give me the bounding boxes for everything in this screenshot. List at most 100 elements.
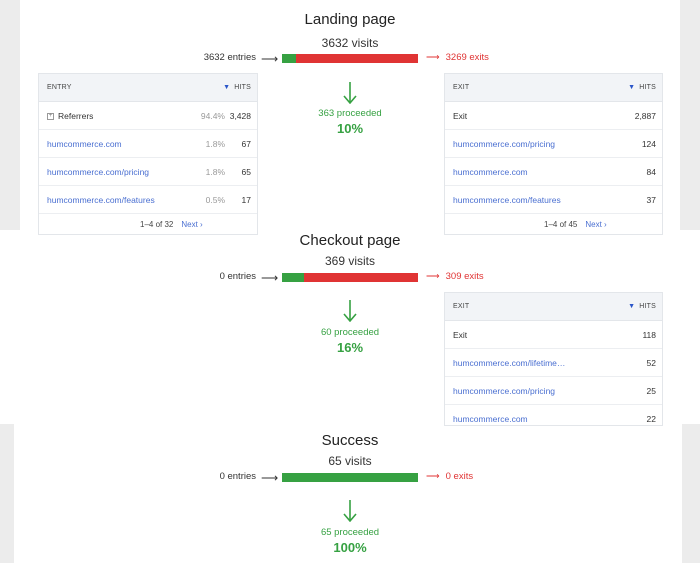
table-row-link[interactable]: humcommerce.com/pricing <box>453 386 556 396</box>
entry-column-header: ENTRY <box>47 84 72 91</box>
table-row-percent: 1.8% <box>205 167 225 177</box>
exit-pagination: 1–4 of 45 Next › <box>544 220 607 229</box>
arrow-right-icon: ⟶ <box>426 52 440 63</box>
table-row-hits: 37 <box>646 195 656 205</box>
table-row-hits: 52 <box>646 358 656 368</box>
table-row-link[interactable]: humcommerce.com/features <box>47 195 155 205</box>
pagination-range: 1–4 of 45 <box>544 220 578 229</box>
table-row-link[interactable]: humcommerce.com/lifetime… <box>453 358 566 368</box>
sort-desc-icon: ▼ <box>628 303 636 310</box>
table-row-link[interactable]: humcommerce.com <box>47 139 122 149</box>
table-row-hits: 65 <box>241 167 251 177</box>
checkout-entries: 0 entries <box>219 271 256 282</box>
hits-label: HITS <box>234 84 251 91</box>
success-exits-label: 0 exits <box>445 471 474 482</box>
table-row[interactable]: Exit 2,887 <box>445 102 662 130</box>
table-row-hits: 2,887 <box>634 111 656 121</box>
table-row-percent: 1.8% <box>205 139 225 149</box>
exit-table-header: EXIT ▼ HITS <box>445 74 662 102</box>
landing-percent: 10% <box>336 121 364 136</box>
table-row-link[interactable]: humcommerce.com/pricing <box>453 139 556 149</box>
success-bar-fill <box>282 473 418 482</box>
table-row-link[interactable]: humcommerce.com <box>453 167 528 177</box>
landing-bar <box>282 54 418 63</box>
checkout-visits: 369 visits <box>324 254 376 268</box>
table-row[interactable]: Exit 118 <box>445 321 662 349</box>
hits-column-header[interactable]: ▼ HITS <box>223 84 251 91</box>
arrow-right-icon: ⟶ <box>261 52 279 66</box>
hits-column-header[interactable]: ▼ HITS <box>628 84 656 91</box>
success-entries: 0 entries <box>219 471 256 482</box>
checkout-exit-table: EXIT ▼ HITS Exit 118 humcommerce.com/life… <box>444 292 663 426</box>
checkout-title: Checkout page <box>299 232 401 249</box>
table-row[interactable]: + Referrers 94.4% 3,428 <box>39 102 257 130</box>
success-bar <box>282 473 418 482</box>
arrow-right-icon: ⟶ <box>261 471 279 485</box>
entry-table-header: ENTRY ▼ HITS <box>39 74 257 102</box>
checkout-bar-fill <box>282 273 304 282</box>
arrow-down-icon <box>0 300 700 322</box>
entry-pagination: 1–4 of 32 Next › <box>140 220 203 229</box>
hits-column-header[interactable]: ▼ HITS <box>628 303 656 310</box>
expand-plus-icon[interactable]: + <box>47 113 54 121</box>
table-row-hits: 67 <box>241 139 251 149</box>
table-row[interactable]: humcommerce.com 22 <box>445 405 662 425</box>
table-row-label: Exit <box>453 111 468 121</box>
success-exits-link[interactable]: ⟶ 0 exits <box>426 471 473 482</box>
landing-title: Landing page <box>304 11 396 28</box>
table-row-label: Exit <box>453 330 468 340</box>
table-row-link[interactable]: humcommerce.com <box>453 414 528 424</box>
exit-column-header: EXIT <box>453 303 470 310</box>
table-row-hits: 3,428 <box>229 111 251 121</box>
arrow-right-icon: ⟶ <box>261 271 279 285</box>
table-row-hits: 124 <box>641 139 656 149</box>
arrow-right-icon: ⟶ <box>426 471 440 482</box>
table-row-link[interactable]: humcommerce.com/features <box>453 195 561 205</box>
pagination-range: 1–4 of 32 <box>140 220 174 229</box>
table-row-link[interactable]: humcommerce.com/pricing <box>47 167 150 177</box>
table-row[interactable]: humcommerce.com/features 0.5% 17 <box>39 186 257 214</box>
success-percent: 100% <box>333 540 367 555</box>
hits-label: HITS <box>639 84 656 91</box>
table-row[interactable]: humcommerce.com 84 <box>445 158 662 186</box>
table-row-percent: 94.4% <box>200 111 225 121</box>
checkout-percent: 16% <box>336 340 364 355</box>
landing-entry-table: ENTRY ▼ HITS + Referrers 94.4% 3,428 humco… <box>38 73 258 235</box>
table-row-hits: 22 <box>646 414 656 424</box>
table-row-hits: 84 <box>646 167 656 177</box>
table-row-label: + Referrers <box>47 111 93 121</box>
landing-entries: 3632 entries <box>203 52 256 63</box>
table-row[interactable]: humcommerce.com/pricing 1.8% 65 <box>39 158 257 186</box>
success-section <box>14 424 682 563</box>
arrow-down-icon <box>0 82 700 104</box>
table-row[interactable]: humcommerce.com/pricing 25 <box>445 377 662 405</box>
sort-desc-icon: ▼ <box>628 84 636 91</box>
next-page-link[interactable]: Next › <box>585 220 607 229</box>
checkout-exits-label: 309 exits <box>445 271 484 282</box>
success-visits: 65 visits <box>328 454 372 468</box>
landing-exits-link[interactable]: ⟶ 3269 exits <box>426 52 489 63</box>
landing-visits: 3632 visits <box>321 36 379 50</box>
table-row-percent: 0.5% <box>205 195 225 205</box>
exit-column-header: EXIT <box>453 84 470 91</box>
arrow-right-icon: ⟶ <box>426 271 440 282</box>
checkout-bar <box>282 273 418 282</box>
table-row[interactable]: humcommerce.com/pricing 124 <box>445 130 662 158</box>
checkout-proceeded: 60 proceeded <box>320 327 380 338</box>
landing-proceeded: 363 proceeded <box>318 108 382 119</box>
table-row[interactable]: humcommerce.com 1.8% 67 <box>39 130 257 158</box>
hits-label: HITS <box>639 303 656 310</box>
table-row[interactable]: humcommerce.com/features 37 <box>445 186 662 214</box>
success-proceeded: 65 proceeded <box>320 527 380 538</box>
table-row-hits: 25 <box>646 386 656 396</box>
next-page-link[interactable]: Next › <box>181 220 203 229</box>
success-title: Success <box>321 432 379 449</box>
sort-desc-icon: ▼ <box>223 84 231 91</box>
arrow-down-icon <box>0 500 700 522</box>
checkout-exits-link[interactable]: ⟶ 309 exits <box>426 271 484 282</box>
landing-exit-table: EXIT ▼ HITS Exit 2,887 humcommerce.com/pr… <box>444 73 663 235</box>
table-row[interactable]: humcommerce.com/lifetime… 52 <box>445 349 662 377</box>
landing-bar-fill <box>282 54 296 63</box>
exit-table-header: EXIT ▼ HITS <box>445 293 662 321</box>
table-row-hits: 17 <box>241 195 251 205</box>
